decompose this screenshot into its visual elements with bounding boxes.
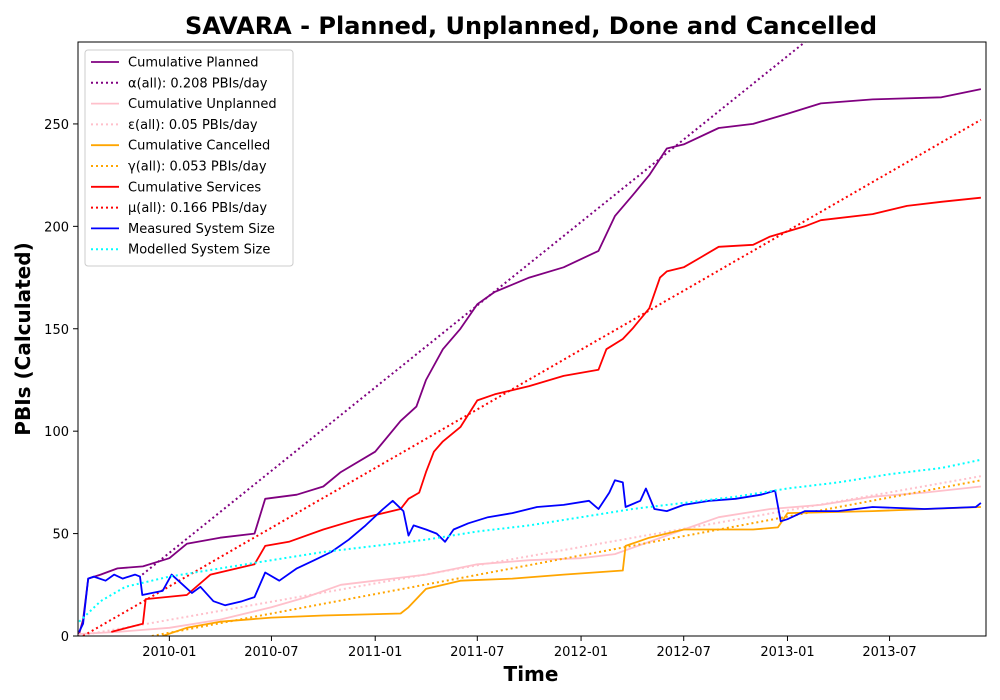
legend-label-cumulative-services: Cumulative Services <box>128 180 261 195</box>
y-axis-label: PBIs (Calculated) <box>11 242 35 435</box>
legend-box <box>84 49 294 267</box>
legend-label-modelled-system-size: Modelled System Size <box>128 243 270 258</box>
x-tick-label: 2012-07 <box>657 645 711 660</box>
series-line-cumulative-unplanned <box>79 485 981 635</box>
x-tick-label: 2011-07 <box>450 645 504 660</box>
y-axis: 0 50 100 150 200 250 <box>44 118 78 645</box>
series-line-modelled-system-size <box>78 458 982 623</box>
legend-label-cumulative-cancelled: Cumulative Cancelled <box>128 139 270 154</box>
x-axis: 2010-01 2010-07 2011-01 2011-07 2012-01 2012-… <box>142 636 917 660</box>
legend-label-all-0-05-pbis-day: ε(all): 0.05 PBIs/day <box>128 118 258 133</box>
plot-frame <box>77 41 987 637</box>
legend-label-all-0-208-pbis-day: α(all): 0.208 PBIs/day <box>128 76 268 91</box>
y-tick-label: 0 <box>61 630 69 645</box>
x-tick-label: 2012-01 <box>554 645 608 660</box>
y-tick-label: 250 <box>44 118 69 133</box>
series-line-all-0-053-pbis-day <box>151 479 982 636</box>
x-tick-label: 2011-01 <box>348 645 402 660</box>
y-tick-label: 150 <box>44 323 69 338</box>
legend-label-all-0-053-pbis-day: γ(all): 0.053 PBIs/day <box>128 160 267 175</box>
series-line-all-0-208-pbis-day <box>141 42 806 576</box>
x-tick-label: 2010-07 <box>244 645 298 660</box>
y-tick-label: 50 <box>52 528 69 543</box>
legend-label-cumulative-unplanned: Cumulative Unplanned <box>128 97 277 112</box>
chart-title: SAVARA - Planned, Unplanned, Done and Ca… <box>185 12 877 40</box>
plot-area <box>78 42 982 636</box>
x-axis-label: Time <box>504 662 559 686</box>
x-tick-label: 2013-01 <box>760 645 814 660</box>
series-line-cumulative-services <box>111 196 981 633</box>
series-line-cumulative-planned <box>78 88 982 635</box>
y-tick-label: 100 <box>44 425 69 440</box>
x-tick-label: 2013-07 <box>862 645 916 660</box>
legend: Cumulative Planned α(all): 0.208 PBIs/day… <box>84 49 294 267</box>
legend-label-all-0-166-pbis-day: μ(all): 0.166 PBIs/day <box>128 201 267 216</box>
x-tick-label: 2010-01 <box>142 645 196 660</box>
legend-label-measured-system-size: Measured System Size <box>128 222 275 237</box>
legend-label-cumulative-planned: Cumulative Planned <box>128 56 258 71</box>
series-line-measured-system-size <box>78 479 982 633</box>
y-tick-label: 200 <box>44 220 69 235</box>
series-line-cumulative-cancelled <box>162 506 981 636</box>
